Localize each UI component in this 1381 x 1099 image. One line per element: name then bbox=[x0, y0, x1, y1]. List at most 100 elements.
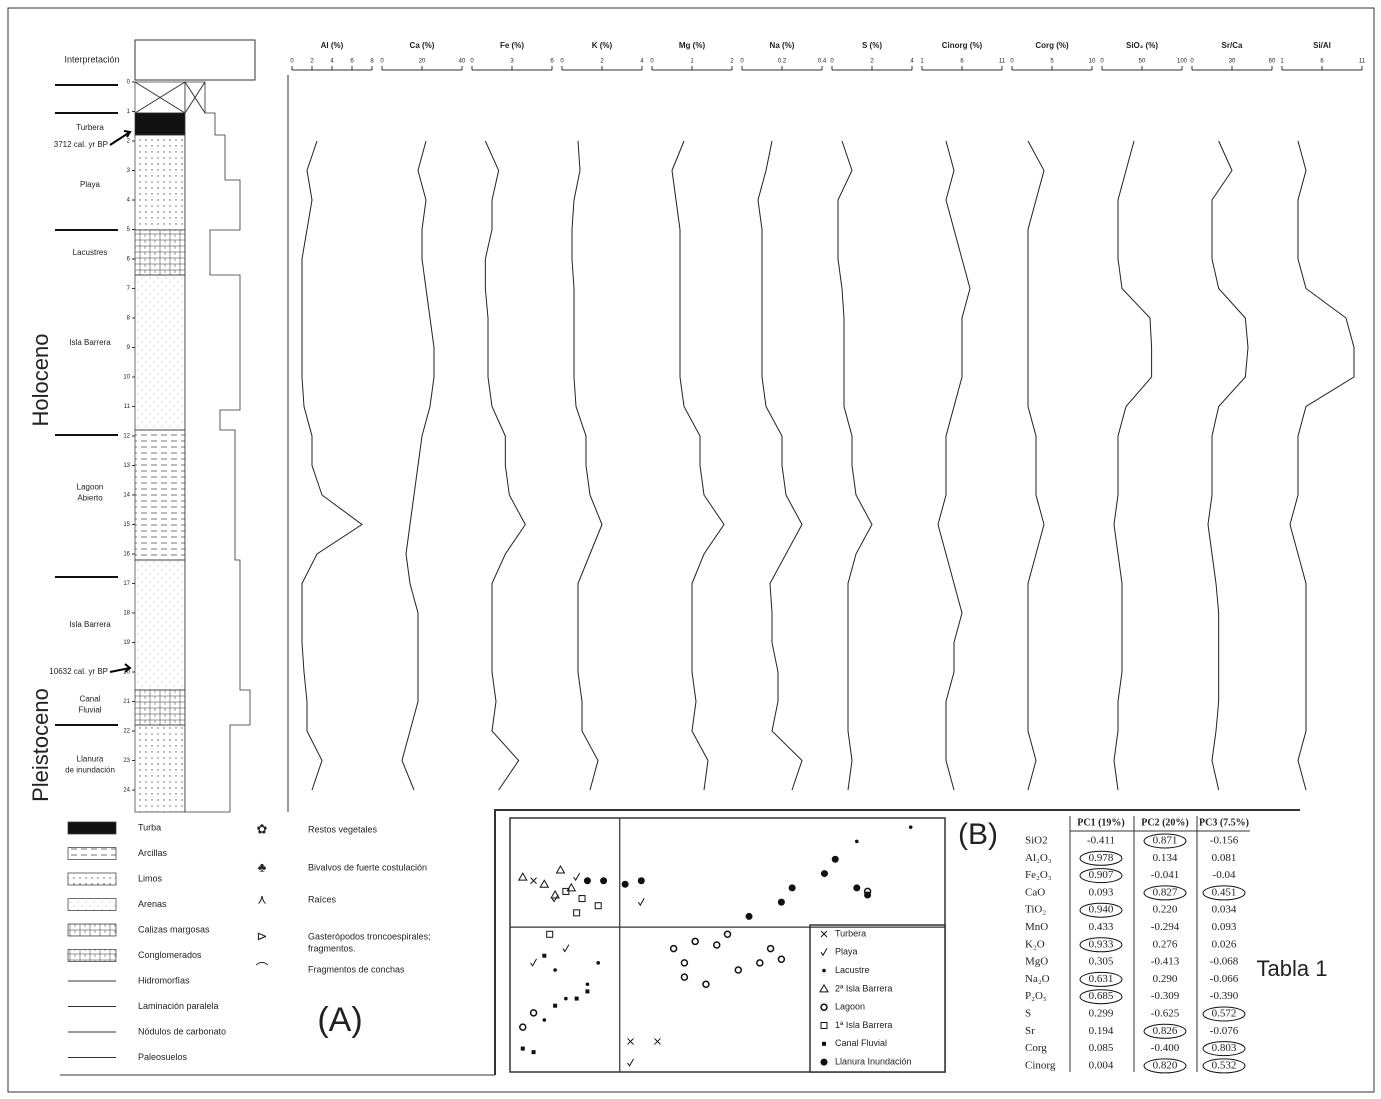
era-label: Holoceno bbox=[28, 334, 53, 427]
point bbox=[864, 892, 871, 899]
depth-tick-label: 19 bbox=[123, 640, 130, 646]
profile-line bbox=[302, 141, 362, 790]
point bbox=[563, 945, 569, 952]
point bbox=[768, 946, 774, 952]
unit-label: Lagoon bbox=[77, 483, 104, 492]
legend-label: Bivalvos de fuerte costulación bbox=[308, 862, 427, 872]
depth-tick-label: 4 bbox=[127, 198, 131, 204]
tick-label: 0.2 bbox=[778, 59, 787, 65]
header: Interpretación bbox=[64, 54, 119, 64]
legend-label: Raíces bbox=[308, 894, 337, 904]
table-cell: 0.820 bbox=[1153, 1059, 1178, 1071]
point bbox=[909, 825, 913, 829]
table-cell: -0.068 bbox=[1210, 956, 1239, 968]
point bbox=[821, 870, 828, 877]
table-cell: 0.907 bbox=[1089, 869, 1114, 881]
table-cell: 0.081 bbox=[1212, 852, 1237, 864]
legend-swatch bbox=[68, 848, 116, 860]
table-cell: 0.433 bbox=[1089, 921, 1114, 933]
point bbox=[638, 898, 644, 905]
point bbox=[542, 954, 546, 958]
point bbox=[654, 1038, 660, 1044]
table-cell: 0.004 bbox=[1089, 1059, 1114, 1071]
column-label: Fe (%) bbox=[500, 41, 524, 50]
legend-label: Conglomerados bbox=[138, 950, 202, 960]
point bbox=[703, 981, 709, 987]
depth-tick-label: 17 bbox=[123, 581, 130, 587]
legend-swatch bbox=[68, 873, 116, 885]
point bbox=[596, 961, 600, 965]
legend-label: Turbera bbox=[835, 928, 866, 938]
profile-line bbox=[572, 141, 602, 790]
column-label: Sr/Ca bbox=[1222, 41, 1243, 50]
point bbox=[531, 1010, 537, 1016]
scatter-legend bbox=[810, 925, 945, 1072]
legend-label: Limos bbox=[138, 873, 163, 883]
tick-label: 0.4 bbox=[818, 59, 827, 65]
unit-label: Isla Barrera bbox=[69, 338, 111, 347]
tick-label: 100 bbox=[1177, 59, 1188, 65]
table-cell: 0.220 bbox=[1153, 904, 1178, 916]
legend-symbol: ♣ bbox=[258, 859, 267, 874]
point bbox=[579, 896, 585, 902]
table-cell: 0.290 bbox=[1153, 973, 1178, 985]
depth-tick-label: 11 bbox=[124, 404, 131, 410]
point bbox=[622, 881, 629, 888]
table-cell: 0.085 bbox=[1089, 1042, 1114, 1054]
unit-label: Canal bbox=[80, 695, 101, 704]
legend-swatch bbox=[68, 950, 116, 962]
legend-label: Lacustre bbox=[835, 965, 870, 975]
legend-label: Paleosuelos bbox=[138, 1052, 188, 1062]
legend-label: 2ª Isla Barrera bbox=[835, 983, 892, 993]
point bbox=[628, 1059, 634, 1066]
era-label: Pleistoceno bbox=[28, 688, 53, 802]
depth-tick-label: 5 bbox=[127, 227, 131, 233]
tick-label: 0 bbox=[1100, 59, 1104, 65]
tick-label: 2 bbox=[310, 59, 314, 65]
point bbox=[853, 884, 860, 891]
point bbox=[575, 997, 579, 1001]
point bbox=[778, 899, 785, 906]
figure: Interpretación Holoceno Pleistoceno 3712… bbox=[0, 0, 1381, 1099]
row-name: SiO2 bbox=[1025, 835, 1048, 847]
legend-label: Gasterópodos troncoespirales; bbox=[308, 931, 431, 941]
row-name: Cinorg bbox=[1025, 1059, 1056, 1071]
point bbox=[681, 974, 687, 980]
point bbox=[595, 903, 601, 909]
unit-label: Playa bbox=[80, 180, 101, 189]
table-cell: -0.156 bbox=[1210, 835, 1239, 847]
row-name: Fe₂O₃ bbox=[1025, 869, 1052, 881]
column-label: Na (%) bbox=[770, 41, 795, 50]
depth-tick-label: 12 bbox=[123, 434, 130, 440]
panel-label: (A) bbox=[317, 1001, 362, 1039]
depth-tick-label: 20 bbox=[123, 670, 130, 676]
legend-label: fragmentos. bbox=[308, 943, 356, 953]
tick-label: 0 bbox=[380, 59, 384, 65]
tick-label: 4 bbox=[910, 59, 914, 65]
table-header: PC3 (7.5%) bbox=[1199, 817, 1249, 828]
row-name: MnO bbox=[1025, 921, 1048, 933]
column-label: Al (%) bbox=[321, 41, 344, 50]
legend-marker bbox=[821, 1059, 828, 1066]
tick-label: 6 bbox=[960, 59, 964, 65]
tick-label: 40 bbox=[459, 59, 466, 65]
lithology bbox=[135, 690, 185, 725]
point bbox=[574, 873, 580, 880]
tick-label: 0 bbox=[740, 59, 744, 65]
tick-label: 0 bbox=[1190, 59, 1194, 65]
table-cell: 0.194 bbox=[1089, 1025, 1114, 1037]
table-cell: 0.093 bbox=[1212, 921, 1237, 933]
depth-tick-label: 8 bbox=[127, 316, 131, 322]
panel-label: (B) bbox=[958, 818, 998, 851]
point bbox=[725, 931, 731, 937]
unit-label: Lacustres bbox=[73, 248, 108, 257]
legend-label: Arenas bbox=[138, 899, 167, 909]
table-cell: 0.978 bbox=[1089, 852, 1114, 864]
legend-label: Calizas margosas bbox=[138, 924, 210, 934]
table-cell: 0.276 bbox=[1153, 938, 1178, 950]
point bbox=[692, 938, 698, 944]
point bbox=[553, 968, 557, 972]
legend-marker bbox=[822, 969, 826, 973]
row-name: Na₂O bbox=[1025, 973, 1050, 985]
table-cell: 0.826 bbox=[1153, 1025, 1178, 1037]
